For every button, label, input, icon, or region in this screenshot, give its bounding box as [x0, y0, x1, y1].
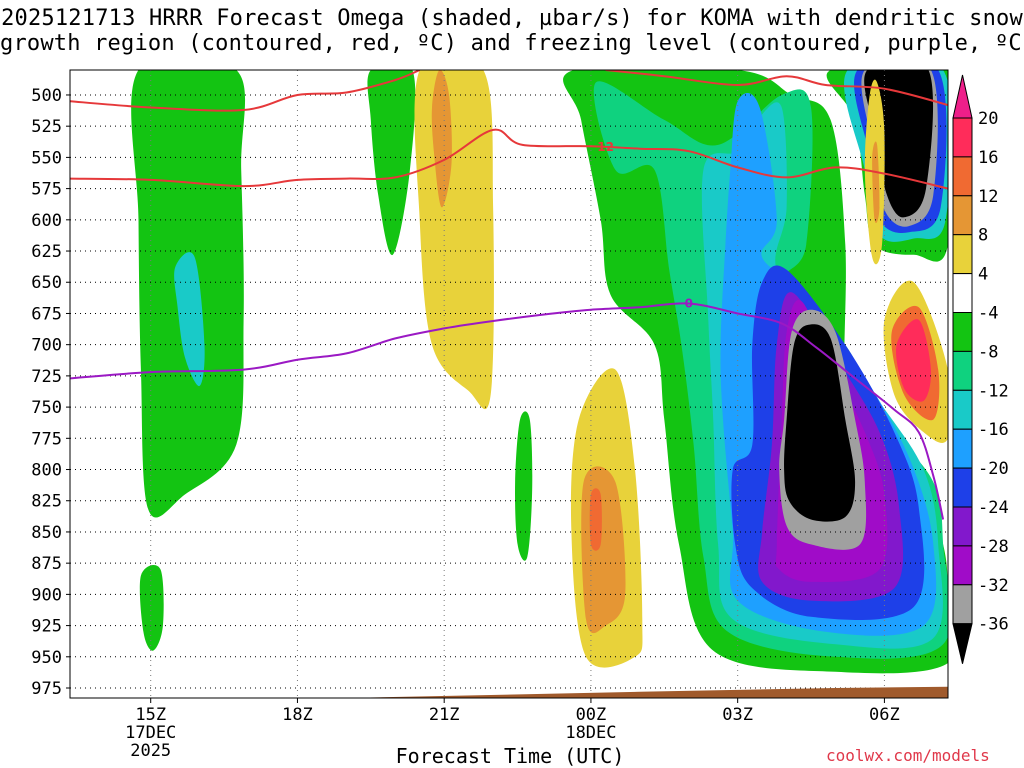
x-tick-date: 18DEC	[565, 723, 616, 743]
omega-region	[431, 70, 452, 208]
colorbar-swatch	[952, 428, 973, 469]
colorbar-tick-label: 20	[978, 109, 998, 129]
colorbar-swatch	[952, 545, 973, 586]
dgz-contour-label: 12	[597, 140, 614, 154]
y-tick-label: 650	[31, 273, 62, 293]
dgz-contour	[605, 70, 948, 106]
colorbar-swatch	[952, 117, 973, 158]
colorbar-tick-label: -32	[978, 576, 1009, 596]
colorbar-swatch	[952, 389, 973, 430]
colorbar-tick-label: -24	[978, 498, 1009, 518]
y-tick-label: 675	[31, 304, 62, 324]
omega-region	[367, 70, 416, 255]
y-tick-label: 500	[31, 86, 62, 106]
plot-area: 12 0	[70, 70, 948, 698]
omega-region	[589, 488, 602, 551]
y-tick-label: 700	[31, 336, 62, 356]
y-tick-label: 950	[31, 648, 62, 668]
x-tick-label: 00Z	[576, 705, 607, 725]
omega-region	[515, 411, 533, 561]
colorbar-swatch	[952, 506, 973, 547]
source-credit: coolwx.com/models	[826, 746, 990, 765]
y-tick-label: 800	[31, 461, 62, 481]
colorbar-swatch	[952, 312, 973, 352]
y-tick-label: 925	[31, 617, 62, 637]
title-line-2: growth region (contoured, red, ºC) and f…	[0, 31, 1024, 56]
colorbar-swatch	[952, 350, 973, 391]
colorbar: 20 16 12 8 4 -4 -8 -12 -16 -20 -24 -28 -32 -36	[952, 74, 1009, 664]
y-tick-label: 850	[31, 523, 62, 543]
omega-region	[414, 70, 494, 410]
y-tick-label: 625	[31, 242, 62, 262]
y-tick-label: 975	[31, 679, 62, 699]
y-tick-label: 725	[31, 367, 62, 387]
x-tick-label: 18Z	[282, 705, 313, 725]
y-tick-label: 550	[31, 148, 62, 168]
x-axis-label: Forecast Time (UTC)	[395, 744, 625, 768]
freezing-level-contour	[70, 302, 945, 520]
omega-region	[896, 319, 932, 402]
colorbar-tick-label: -8	[978, 342, 998, 362]
y-axis: 500 525 550 575 600 625 650 675 700 725 750 775 800 8…	[31, 86, 70, 699]
omega-region	[784, 324, 856, 522]
y-tick-label: 875	[31, 554, 62, 574]
x-tick-label: 03Z	[722, 705, 753, 725]
x-tick-year: 2025	[130, 741, 171, 761]
chart-title: 2025121713 HRRR Forecast Omega (shaded, …	[0, 6, 1024, 56]
y-tick-label: 575	[31, 180, 62, 200]
y-tick-label: 750	[31, 398, 62, 418]
terrain	[70, 686, 948, 698]
colorbar-tick-label: 12	[978, 187, 998, 207]
x-tick-date: 17DEC	[125, 723, 176, 743]
colorbar-tick-label: -36	[978, 615, 1009, 635]
colorbar-tick-label: 16	[978, 148, 998, 168]
colorbar-tick-label: -20	[978, 459, 1009, 479]
colorbar-tick-label: 4	[978, 265, 988, 285]
x-tick-label: 21Z	[429, 705, 460, 725]
colorbar-tick-label: -16	[978, 420, 1009, 440]
colorbar-top-arrow	[952, 74, 973, 119]
colorbar-swatch	[952, 467, 973, 508]
x-tick-label: 06Z	[869, 705, 900, 725]
dgz-contour	[70, 70, 421, 112]
freezing-level-label: 0	[685, 296, 693, 310]
plot-frame	[69, 69, 949, 699]
y-tick-label: 525	[31, 117, 62, 137]
colorbar-swatch	[952, 156, 973, 197]
contours: 12 0	[70, 70, 948, 520]
colorbar-swatch	[952, 273, 973, 314]
terrain-fill	[70, 686, 948, 698]
title-line-1: 2025121713 HRRR Forecast Omega (shaded, …	[1, 6, 1023, 31]
y-tick-label: 775	[31, 429, 62, 449]
colorbar-swatch	[952, 234, 973, 275]
colorbar-bottom-arrow	[952, 623, 973, 664]
y-tick-label: 825	[31, 492, 62, 512]
y-tick-label: 600	[31, 211, 62, 231]
colorbar-tick-label: -4	[978, 304, 998, 324]
x-tick-label: 15Z	[135, 705, 166, 725]
colorbar-tick-label: -12	[978, 381, 1009, 401]
omega-region	[139, 564, 164, 651]
omega-region	[872, 141, 880, 224]
colorbar-tick-label: -28	[978, 537, 1009, 557]
y-tick-label: 900	[31, 585, 62, 605]
dgz-contour	[70, 128, 948, 190]
colorbar-swatch	[952, 195, 973, 236]
colorbar-tick-label: 8	[978, 226, 988, 246]
colorbar-swatch	[952, 584, 973, 625]
omega-region	[174, 252, 205, 387]
